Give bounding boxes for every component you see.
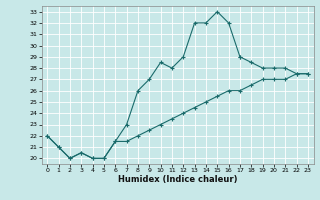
X-axis label: Humidex (Indice chaleur): Humidex (Indice chaleur) (118, 175, 237, 184)
